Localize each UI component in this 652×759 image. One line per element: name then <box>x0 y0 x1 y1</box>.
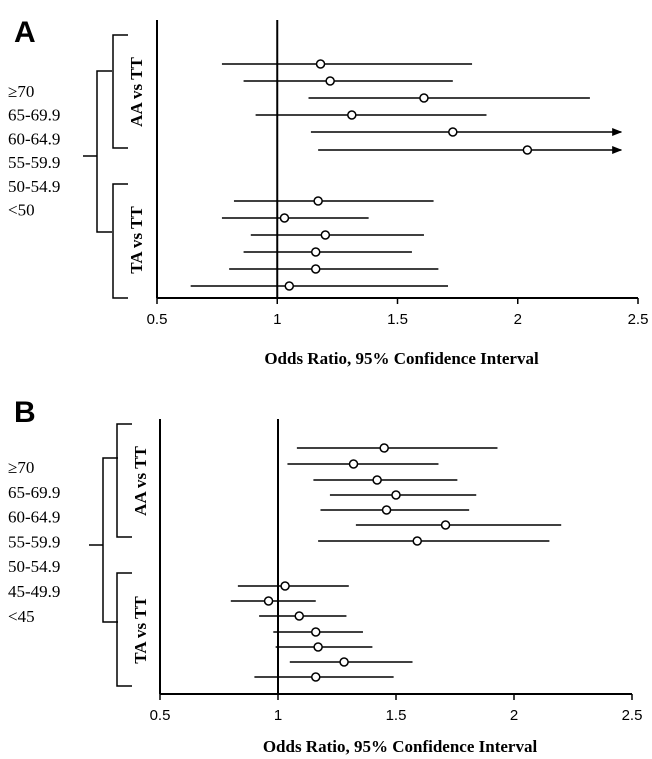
x-axis-title: Odds Ratio, 95% Confidence Interval <box>264 349 539 368</box>
age-category-label: 45-49.9 <box>8 582 60 601</box>
x-tick-label: 1 <box>274 707 282 724</box>
odds-ratio-point <box>419 93 429 103</box>
odds-ratio-point <box>440 520 451 530</box>
odds-ratio-point <box>339 657 349 667</box>
group-label: AA vs TT <box>131 446 150 516</box>
x-tick-label: 0.5 <box>147 311 168 328</box>
x-tick-label: 1.5 <box>386 707 407 724</box>
x-tick-label: 0.5 <box>150 707 171 724</box>
odds-ratio-point <box>313 642 323 652</box>
odds-ratio-point <box>294 611 304 621</box>
x-tick-label: 2 <box>510 707 518 724</box>
x-tick-label: 1 <box>273 311 281 328</box>
odds-ratio-point <box>372 475 382 485</box>
age-category-label: ≥70 <box>8 458 34 477</box>
age-category-label: ≥70 <box>8 82 34 101</box>
odds-ratio-point <box>379 443 389 453</box>
odds-ratio-point <box>263 596 274 606</box>
odds-ratio-point <box>313 196 323 206</box>
age-category-label: 55-59.9 <box>8 153 60 172</box>
x-axis-title: Odds Ratio, 95% Confidence Interval <box>263 737 538 756</box>
odds-ratio-point <box>310 264 321 274</box>
age-category-label: 60-64.9 <box>8 129 60 148</box>
odds-ratio-point <box>412 536 422 546</box>
odds-ratio-point <box>347 110 357 120</box>
odds-ratio-point <box>315 59 326 69</box>
x-tick-label: 2 <box>514 311 522 328</box>
group-label: AA vs TT <box>127 57 146 127</box>
age-category-label: 50-54.9 <box>8 557 60 576</box>
odds-ratio-point <box>391 490 401 500</box>
outer-bracket <box>89 457 118 623</box>
x-tick-label: 2.5 <box>628 311 649 328</box>
odds-ratio-point <box>280 581 290 591</box>
odds-ratio-point <box>310 247 321 257</box>
odds-ratio-point <box>279 213 290 223</box>
group-bracket <box>112 183 128 299</box>
age-category-label: <45 <box>8 607 35 626</box>
odds-ratio-point <box>284 281 295 291</box>
odds-ratio-point <box>522 145 533 155</box>
age-category-label: <50 <box>8 201 35 220</box>
group-bracket <box>116 572 132 687</box>
age-category-label: 65-69.9 <box>8 106 60 125</box>
group-bracket <box>112 34 128 149</box>
age-category-label: 60-64.9 <box>8 508 60 527</box>
group-bracket <box>116 423 132 538</box>
group-label: TA vs TT <box>131 596 150 664</box>
group-label: TA vs TT <box>127 206 146 274</box>
outer-bracket <box>83 70 112 233</box>
odds-ratio-point <box>448 127 458 137</box>
odds-ratio-point <box>311 672 321 682</box>
panel-a: A 0.5 1 1.5 2 2.5 Odds Ratio, 95% Confidence I… <box>8 16 648 368</box>
age-category-label: 55-59.9 <box>8 532 60 551</box>
odds-ratio-point <box>320 230 331 240</box>
odds-ratio-point <box>311 627 321 637</box>
panel-b: B 0.5 1 1.5 2 2.5 Odds Ratio, 95% Confidence I… <box>8 396 642 756</box>
x-tick-label: 1.5 <box>387 311 408 328</box>
age-category-label: 50-54.9 <box>8 177 60 196</box>
age-category-label: 65-69.9 <box>8 483 60 502</box>
panel-label: A <box>14 16 36 49</box>
odds-ratio-point <box>325 76 335 86</box>
odds-ratio-point <box>381 505 392 515</box>
odds-ratio-point <box>348 459 359 469</box>
x-tick-label: 2.5 <box>622 707 643 724</box>
panel-label: B <box>14 396 36 429</box>
